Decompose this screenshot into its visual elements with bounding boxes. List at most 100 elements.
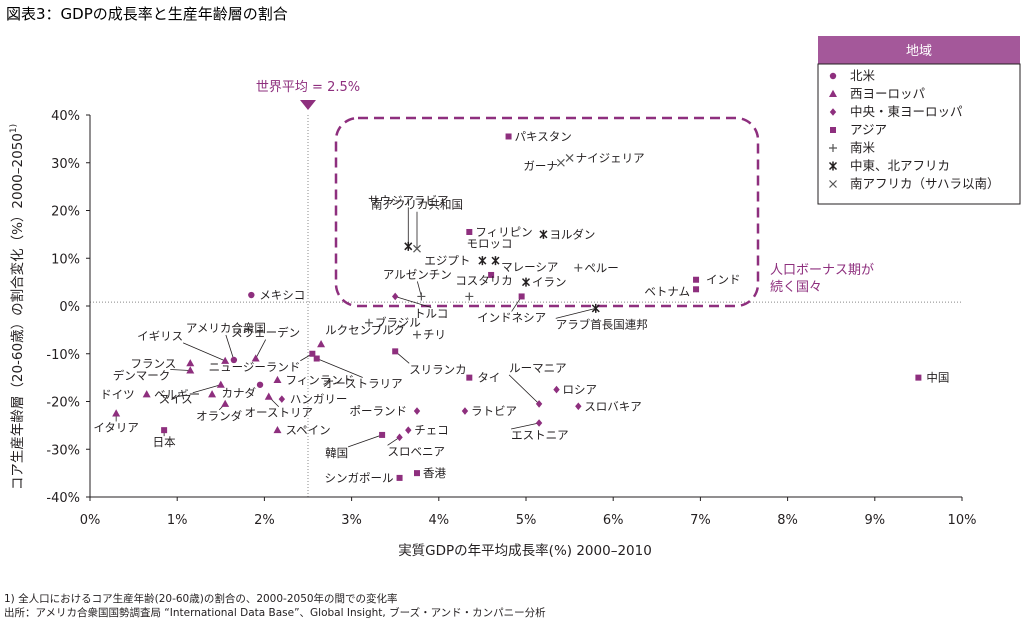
legend-item-label: 南米 bbox=[850, 140, 876, 155]
data-point-label: ハンガリー bbox=[290, 392, 348, 406]
data-point-asia bbox=[518, 293, 525, 300]
x-tick-label: 1% bbox=[167, 513, 188, 528]
data-point-label: ベルギー bbox=[154, 387, 200, 401]
x-tick-label: 7% bbox=[690, 513, 711, 528]
leader-line bbox=[395, 296, 432, 308]
data-point-western-europe bbox=[186, 366, 195, 374]
y-tick-label: -10% bbox=[46, 348, 80, 363]
footnote-1: 1) 全人口におけるコア生産年齢(20-60歳)の割合の、2000-2050年の… bbox=[4, 592, 398, 605]
data-point-mena bbox=[591, 303, 600, 313]
data-point-ssa bbox=[556, 158, 565, 167]
data-point-label: カナダ bbox=[222, 386, 257, 400]
data-point-label: スウェーデン bbox=[231, 326, 300, 340]
data-point-label: タイ bbox=[477, 371, 500, 385]
data-point-label: ナイジェリア bbox=[576, 151, 645, 165]
data-point-asia bbox=[313, 355, 320, 362]
y-tick-label: 10% bbox=[51, 252, 80, 267]
data-point-mena bbox=[521, 277, 531, 287]
data-point-western-europe bbox=[273, 425, 282, 434]
data-point-label: ニュージーランド bbox=[209, 360, 301, 374]
leader-line bbox=[225, 334, 235, 361]
data-point-label: アラブ首長国連邦 bbox=[556, 317, 648, 331]
leader-line bbox=[192, 384, 221, 394]
data-point-ssa bbox=[565, 154, 574, 162]
data-point-north-america bbox=[256, 381, 264, 388]
data-point-central-eastern-europe bbox=[396, 433, 403, 442]
x-tick-label: 4% bbox=[428, 513, 449, 528]
data-point-western-europe bbox=[216, 380, 225, 388]
data-point-asia bbox=[414, 470, 420, 477]
x-tick-label: 9% bbox=[864, 513, 885, 528]
data-point-label: トルコ bbox=[414, 306, 448, 320]
legend-item-label: 中央・東ヨーロッパ bbox=[850, 104, 963, 119]
data-point-central-eastern-europe bbox=[392, 292, 399, 301]
x-tick-label: 6% bbox=[603, 513, 624, 528]
data-point-western-europe bbox=[273, 375, 282, 384]
reference-lines bbox=[90, 115, 962, 497]
leader-line bbox=[347, 434, 383, 448]
x-tick-label: 2% bbox=[254, 513, 275, 528]
data-point-south-america bbox=[417, 292, 426, 301]
data-point-label: スロベニア bbox=[388, 444, 446, 458]
footnote-2: 出所：アメリカ合衆国国勢調査局 “International Data Base… bbox=[4, 606, 546, 619]
data-point-label: ベトナム bbox=[644, 284, 690, 298]
legend-items: 北米西ヨーロッパ中央・東ヨーロッパアジア南米中東、北アフリカ南アフリカ（サハラ以… bbox=[828, 68, 1000, 191]
data-point-label: スロバキア bbox=[584, 399, 642, 413]
leader-line bbox=[510, 422, 540, 430]
data-point-label: ブラジル bbox=[375, 316, 421, 330]
data-point-label: イギリス bbox=[137, 329, 183, 343]
data-point-label: パキスタン bbox=[515, 129, 572, 143]
data-point-label: 香港 bbox=[423, 466, 446, 480]
y-axis-label-text: コア生産年齢層（20-60歳）の割合変化（%）2000–2050 bbox=[9, 133, 26, 490]
legend-marker-circle bbox=[829, 72, 837, 80]
data-point-label: イタリア bbox=[93, 420, 139, 434]
data-point-central-eastern-europe bbox=[278, 395, 286, 403]
y-tick-label: 30% bbox=[51, 157, 80, 172]
data-point-label: アルゼンチン bbox=[383, 267, 452, 281]
page-title: 図表3：GDPの成長率と生産年齢層の割合 bbox=[6, 5, 288, 23]
data-point-label: 中国 bbox=[926, 371, 949, 385]
data-point-label: 南アフリカ共和国 bbox=[371, 198, 463, 212]
y-axis-label-superscript: 1) bbox=[9, 124, 19, 133]
leader-line bbox=[183, 342, 226, 362]
legend-item-label: 北米 bbox=[850, 68, 876, 83]
data-point-asia bbox=[396, 474, 403, 481]
data-point-label: ラトビア bbox=[471, 404, 517, 418]
data-point-ssa bbox=[413, 244, 421, 253]
data-point-label: コスタリカ bbox=[455, 273, 513, 287]
data-point-western-europe bbox=[186, 359, 195, 367]
data-point-label: メキシコ bbox=[259, 288, 305, 302]
data-point-asia bbox=[392, 348, 399, 355]
data-point-label: スリランカ bbox=[409, 362, 467, 376]
data-point-western-europe bbox=[221, 399, 230, 407]
axis-ticks: 40%30%20%10%0%-10%-20%-30%-40%0% 1% 2% 3% 4%… bbox=[46, 109, 976, 528]
data-point-label: ガーナ bbox=[523, 159, 558, 173]
data-point-label: アメリカ合衆国 bbox=[186, 321, 266, 335]
x-tick-label: 0% bbox=[80, 513, 101, 528]
data-point-label: ヨルダン bbox=[549, 227, 595, 241]
world-average-arrow bbox=[300, 100, 316, 110]
data-point-label: ルクセンブルグ bbox=[325, 323, 406, 337]
data-point-label: フィンランド bbox=[285, 373, 354, 387]
data-point-label: ドイツ bbox=[100, 387, 135, 401]
legend-item-label: アジア bbox=[850, 122, 887, 137]
data-point-central-eastern-europe bbox=[461, 407, 469, 415]
data-point-western-europe bbox=[264, 392, 273, 400]
data-point-western-europe bbox=[221, 356, 230, 364]
leader-line bbox=[555, 307, 596, 319]
data-point-mena bbox=[491, 256, 500, 266]
x-tick-label: 8% bbox=[777, 513, 798, 528]
x-tick-label: 10% bbox=[948, 513, 977, 528]
data-point-western-europe bbox=[142, 390, 151, 398]
x-axis-label: 実質GDPの年平均成長率(%) 2000–2010 bbox=[398, 542, 652, 559]
data-point-central-eastern-europe bbox=[535, 400, 543, 408]
data-point-label: フランス bbox=[130, 356, 176, 370]
data-point-asia bbox=[693, 276, 700, 283]
y-tick-label: -30% bbox=[46, 443, 80, 458]
data-point-label: チリ bbox=[423, 328, 446, 342]
y-tick-label: -40% bbox=[46, 491, 80, 506]
world-average-label: 世界平均 = 2.5% bbox=[256, 80, 360, 95]
x-tick-label: 3% bbox=[341, 513, 362, 528]
data-point-western-europe bbox=[112, 409, 121, 417]
